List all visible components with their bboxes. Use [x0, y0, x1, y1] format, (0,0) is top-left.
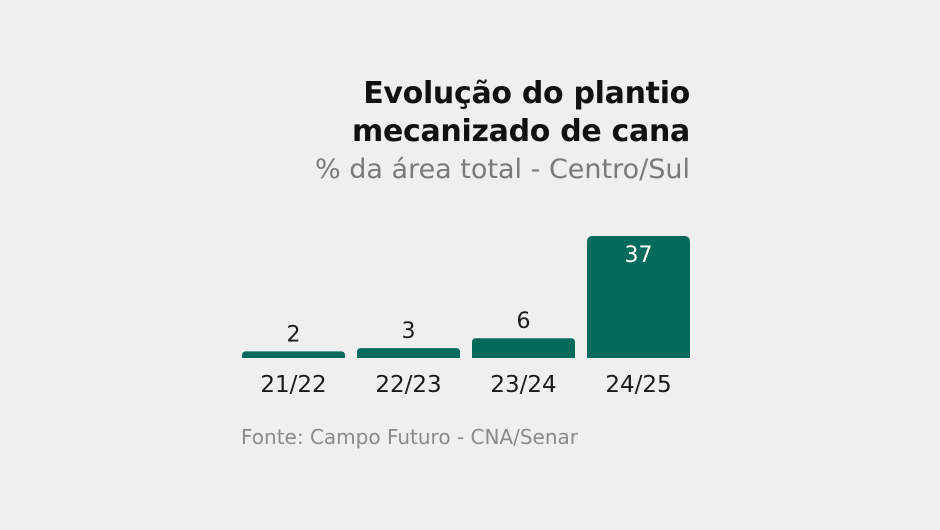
category-label: 24/25: [605, 372, 671, 398]
category-label: 21/22: [260, 372, 326, 398]
data-label: 6: [517, 309, 531, 334]
data-label: 37: [625, 243, 653, 268]
data-label: 3: [402, 319, 416, 344]
chart-title: Evolução do plantio mecanizado de cana: [170, 75, 690, 151]
bar-21-22: [242, 351, 345, 358]
source-note: Fonte: Campo Futuro - CNA/Senar: [241, 425, 578, 449]
category-label: 23/24: [490, 372, 556, 398]
bar-23-24: [472, 338, 575, 358]
category-label: 22/23: [375, 372, 441, 398]
chart-title-line-2: mecanizado de cana: [351, 114, 690, 149]
data-label: 2: [287, 322, 301, 347]
chart-subtitle: % da área total - Centro/Sul: [315, 154, 690, 185]
bar-22-23: [357, 348, 460, 358]
chart-title-line-1: Evolução do plantio: [363, 76, 690, 111]
bar-24-25: [587, 236, 690, 358]
